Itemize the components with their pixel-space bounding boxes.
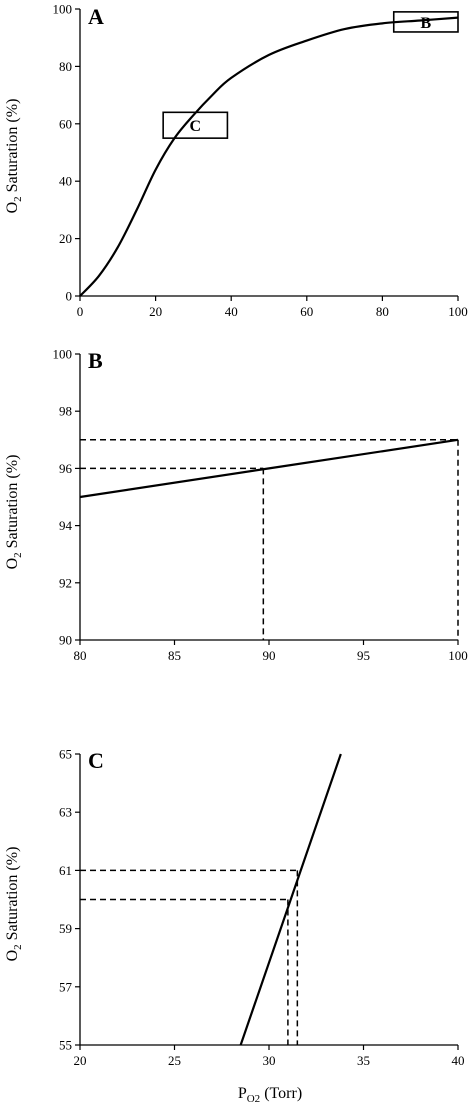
y-tick-label-b: 90: [59, 633, 72, 648]
y-tick-label-a: 100: [53, 2, 73, 17]
y-tick-label-c: 63: [59, 805, 72, 820]
x-axis-title: PO2 (Torr): [238, 1085, 302, 1105]
series-line-b: [79, 438, 459, 499]
series-line-c: [239, 753, 342, 1046]
y-tick-label-b: 94: [59, 518, 73, 533]
y-tick-label-a: 40: [59, 174, 72, 189]
y-tick-label-b: 100: [53, 347, 73, 362]
y-tick-label-b: 96: [59, 461, 73, 476]
y-tick-label-a: 20: [59, 231, 72, 246]
y-tick-label-c: 61: [59, 863, 72, 878]
y-tick-label-a: 60: [59, 116, 72, 131]
x-tick-label-a: 80: [376, 304, 389, 319]
x-tick-label-a: 100: [448, 304, 468, 319]
x-tick-label-c: 35: [357, 1053, 370, 1068]
zoom-box-label-b: B: [421, 15, 432, 32]
panel-letter-c: C: [88, 748, 104, 773]
x-tick-label-c: 25: [168, 1053, 181, 1068]
y-tick-label-b: 92: [59, 575, 72, 590]
y-axis-title-b: O2 Saturation (%): [4, 455, 24, 570]
zoom-box-b: [392, 11, 459, 33]
panel-c-chart: 55 57 59 61 63 65 20 25 30 35 40 C: [59, 747, 465, 1069]
x-tick-label-b: 100: [448, 648, 468, 663]
x-tick-label-a: 40: [225, 304, 238, 319]
y-tick-label-c: 59: [59, 921, 72, 936]
series-line-a: [79, 16, 459, 297]
zoom-box-c: [162, 111, 229, 139]
y-tick-label-c: 55: [59, 1038, 72, 1053]
x-tick-label-b: 90: [263, 648, 276, 663]
panel-letter-b: B: [88, 348, 103, 373]
x-tick-label-c: 40: [452, 1053, 465, 1068]
panel-b-chart: 90 92 94 96 98 100 80 85 90 95 100 B: [53, 347, 468, 664]
y-tick-label-b: 98: [59, 404, 72, 419]
zoom-box-label-c: C: [190, 118, 202, 135]
y-tick-label-a: 0: [66, 289, 73, 304]
x-tick-label-b: 85: [168, 648, 181, 663]
x-tick-label-a: 20: [149, 304, 162, 319]
x-tick-label-b: 80: [74, 648, 87, 663]
panel-a-chart: 0 20 40 60 80 100 0 20 40 60 80 100 A B C: [53, 2, 468, 320]
panel-letter-a: A: [88, 4, 104, 29]
y-tick-label-c: 57: [59, 979, 73, 994]
y-axis-title-c: O2 Saturation (%): [4, 847, 24, 962]
y-tick-label-c: 65: [59, 747, 72, 762]
x-tick-label-a: 0: [77, 304, 84, 319]
x-tick-label-b: 95: [357, 648, 370, 663]
y-axis-title-a: O2 Saturation (%): [4, 99, 24, 214]
x-tick-label-c: 30: [263, 1053, 276, 1068]
x-tick-label-c: 20: [74, 1053, 87, 1068]
x-tick-label-a: 60: [300, 304, 313, 319]
y-tick-label-a: 80: [59, 59, 72, 74]
